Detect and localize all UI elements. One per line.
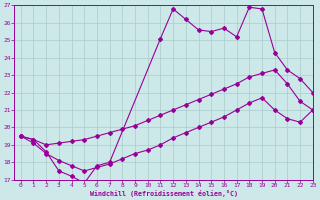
X-axis label: Windchill (Refroidissement éolien,°C): Windchill (Refroidissement éolien,°C) bbox=[90, 190, 238, 197]
